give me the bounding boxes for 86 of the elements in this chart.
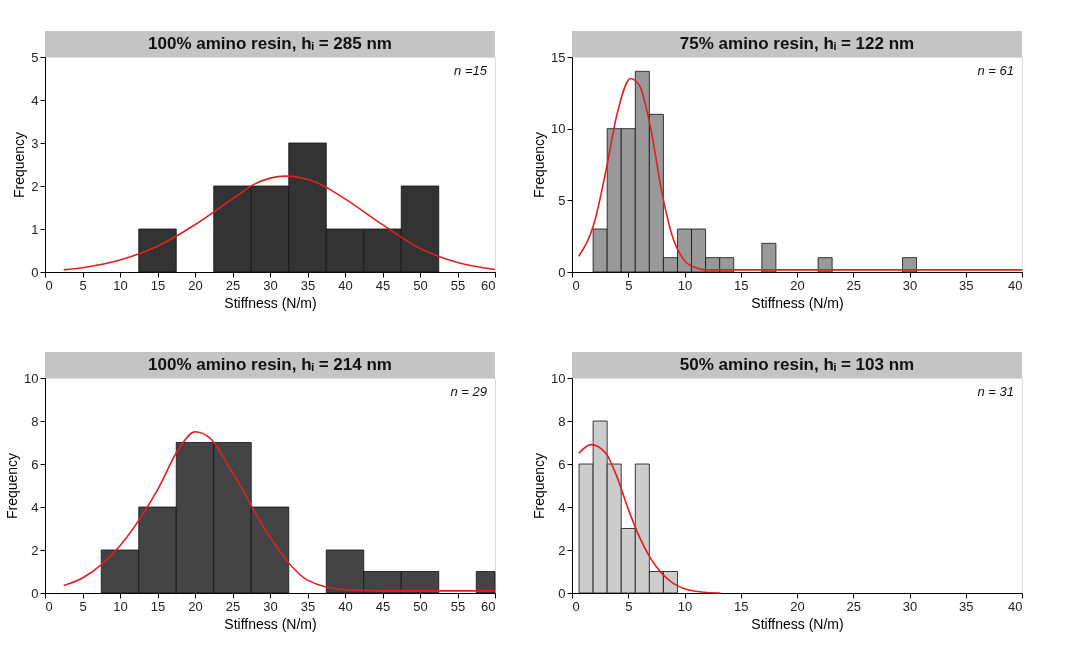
x-tick-label: 60 xyxy=(481,277,496,293)
x-tick-label: 45 xyxy=(375,277,391,293)
x-tick-label: 30 xyxy=(902,598,918,614)
x-axis-title: Stiffness (N/m) xyxy=(224,615,317,632)
x-tick-label: 20 xyxy=(790,277,805,293)
y-tick-label: 6 xyxy=(558,456,566,472)
x-tick-label: 50 xyxy=(413,277,428,293)
x-axis-title: Stiffness (N/m) xyxy=(751,615,844,632)
y-tick-label: 0 xyxy=(558,585,566,601)
x-tick-label: 15 xyxy=(734,277,749,293)
x-tick-label: 25 xyxy=(225,277,241,293)
x-axis-title: Stiffness (N/m) xyxy=(224,294,317,311)
y-axis-title: Frequency xyxy=(531,452,548,520)
annotation: n = 61 xyxy=(977,63,1014,78)
y-tick-label: 5 xyxy=(558,192,566,208)
y-tick-label: 4 xyxy=(31,92,39,108)
y-tick-label: 0 xyxy=(31,264,39,280)
y-tick-label: 1 xyxy=(31,221,39,237)
y-tick-label: 15 xyxy=(551,49,566,65)
y-axis-title: Frequency xyxy=(531,131,548,199)
x-tick-label: 60 xyxy=(481,598,496,614)
annotation: n =15 xyxy=(454,63,488,78)
x-tick-label: 25 xyxy=(846,277,861,293)
y-tick-label: 5 xyxy=(31,49,39,65)
x-tick-label: 10 xyxy=(677,598,693,614)
x-tick-label: 35 xyxy=(959,277,974,293)
x-tick-label: 25 xyxy=(225,598,241,614)
line-series xyxy=(577,443,722,594)
x-tick-label: 40 xyxy=(338,598,353,614)
x-tick-label: 35 xyxy=(300,598,316,614)
x-tick-label: 25 xyxy=(846,598,861,614)
x-tick-label: 5 xyxy=(79,598,87,614)
x-tick-label: 30 xyxy=(263,277,278,293)
y-tick-label: 3 xyxy=(31,135,39,151)
x-tick-label: 5 xyxy=(625,598,633,614)
x-tick-label: 40 xyxy=(1008,598,1023,614)
x-tick-label: 20 xyxy=(188,277,203,293)
y-tick-label: 10 xyxy=(551,121,566,137)
x-tick-label: 40 xyxy=(338,277,353,293)
y-axis-title: Frequency xyxy=(11,131,28,199)
x-tick-label: 10 xyxy=(113,277,128,293)
x-tick-label: 0 xyxy=(572,277,580,293)
x-tick-label: 10 xyxy=(113,598,128,614)
y-tick-label: 0 xyxy=(558,264,566,280)
chart-title: 100% amino resin, hᵢ = 285 nm xyxy=(148,34,392,53)
x-tick-label: 35 xyxy=(959,598,974,614)
chart-title: 100% amino resin, hᵢ = 214 nm xyxy=(148,355,392,374)
x-tick-label: 5 xyxy=(625,277,633,293)
y-tick-label: 8 xyxy=(558,413,566,429)
y-tick-label: 0 xyxy=(31,585,39,601)
x-tick-label: 45 xyxy=(375,598,391,614)
x-axis-title: Stiffness (N/m) xyxy=(751,294,844,311)
y-tick-label: 4 xyxy=(558,499,566,515)
x-tick-label: 10 xyxy=(677,277,693,293)
x-tick-label: 15 xyxy=(734,598,749,614)
annotation: n = 29 xyxy=(450,384,487,399)
y-tick-label: 10 xyxy=(551,370,566,386)
x-tick-label: 15 xyxy=(150,598,166,614)
x-tick-label: 30 xyxy=(263,598,278,614)
line-series xyxy=(577,77,1023,271)
y-tick-label: 2 xyxy=(31,178,39,194)
y-tick-label: 2 xyxy=(558,542,566,558)
x-tick-label: 15 xyxy=(150,277,166,293)
y-tick-label: 8 xyxy=(31,413,39,429)
x-tick-label: 0 xyxy=(572,598,580,614)
x-tick-label: 30 xyxy=(902,277,918,293)
x-tick-label: 55 xyxy=(450,277,466,293)
x-tick-label: 35 xyxy=(300,277,316,293)
chart-title: 75% amino resin, hᵢ = 122 nm xyxy=(679,34,915,53)
line-series xyxy=(62,430,496,592)
y-tick-label: 6 xyxy=(31,456,39,472)
x-tick-label: 55 xyxy=(450,598,466,614)
chart-title: 50% amino resin, hᵢ = 103 nm xyxy=(679,355,915,374)
x-tick-label: 0 xyxy=(45,277,53,293)
annotation: n = 31 xyxy=(977,384,1014,399)
line-series xyxy=(62,175,496,271)
x-tick-label: 5 xyxy=(79,277,87,293)
y-axis-title: Frequency xyxy=(4,452,21,520)
y-tick-label: 10 xyxy=(24,370,39,386)
x-tick-label: 0 xyxy=(45,598,53,614)
x-tick-label: 40 xyxy=(1008,277,1023,293)
y-tick-label: 2 xyxy=(31,542,39,558)
y-tick-label: 4 xyxy=(31,499,39,515)
x-tick-label: 20 xyxy=(790,598,805,614)
x-tick-label: 50 xyxy=(413,598,428,614)
x-tick-label: 20 xyxy=(188,598,203,614)
